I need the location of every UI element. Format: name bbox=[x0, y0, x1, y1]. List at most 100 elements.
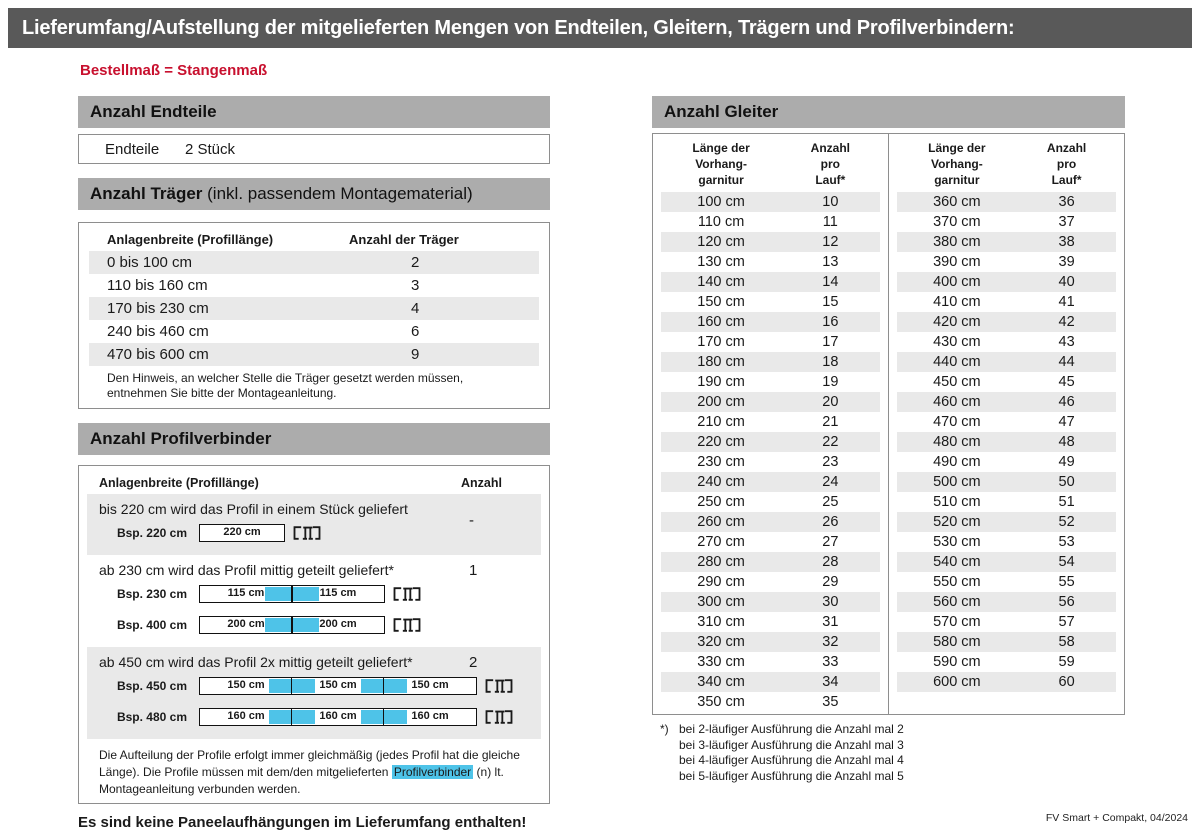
table-row: 530 cm 53 bbox=[897, 532, 1117, 552]
gleiter-count: 11 bbox=[822, 214, 838, 230]
gleiter-col2-header: Anzahl pro Lauf* bbox=[1046, 141, 1087, 187]
pv-example-label: Bsp. 230 cm bbox=[116, 587, 187, 601]
footnote-text: bei 2-läufiger Ausführung die Anzahl mal… bbox=[679, 722, 904, 736]
profile-segment-label: 115 cm bbox=[319, 587, 357, 599]
traeger-header-bold: Anzahl Träger bbox=[90, 184, 203, 203]
traeger-count: 6 bbox=[411, 323, 420, 340]
gleiter-count: 36 bbox=[1058, 194, 1075, 210]
gleiter-length: 260 cm bbox=[697, 514, 745, 530]
note-text: (n) lt. Montageanleitung verbunden werde… bbox=[99, 764, 504, 796]
gleiter-length: 210 cm bbox=[697, 414, 745, 430]
gleiter-count: 32 bbox=[822, 634, 839, 650]
gleiter-count: 53 bbox=[1058, 534, 1075, 550]
gleiter-length: 150 cm bbox=[697, 294, 745, 310]
table-row: 260 cm 26 bbox=[661, 512, 880, 532]
gleiter-count: 14 bbox=[822, 274, 839, 290]
table-row: 490 cm 49 bbox=[897, 452, 1117, 472]
pv-example-row: Bsp. 220 cm 220 cm bbox=[87, 524, 541, 542]
page-title: Lieferumfang/Aufstellung der mitgeliefer… bbox=[8, 8, 1192, 48]
profile-split-note: Die Aufteilung der Profile erfolgt immer… bbox=[99, 747, 535, 797]
gleiter-count: 26 bbox=[822, 514, 839, 530]
table-row: 570 cm 57 bbox=[897, 612, 1117, 632]
gleiter-length: 320 cm bbox=[697, 634, 745, 650]
gleiter-count: 50 bbox=[1058, 474, 1075, 490]
profile-segment-label: 160 cm bbox=[411, 710, 449, 722]
pv-example-label: Bsp. 220 cm bbox=[116, 526, 187, 540]
gleiter-count: 58 bbox=[1058, 634, 1075, 650]
highlighted-term: Profilverbinder bbox=[391, 764, 474, 779]
gleiter-count: 55 bbox=[1058, 574, 1075, 590]
traeger-section-header: Anzahl Träger (inkl. passendem Montagema… bbox=[78, 178, 550, 210]
table-row: 410 cm 41 bbox=[897, 292, 1117, 312]
gleiter-length: 340 cm bbox=[697, 674, 745, 690]
gleiter-length: 220 cm bbox=[697, 434, 745, 450]
table-row: 280 cm 28 bbox=[661, 552, 880, 572]
table-row: 440 cm 44 bbox=[896, 352, 1116, 372]
pv-example-row: Bsp. 400 cm 200 cm 200 cm bbox=[87, 616, 541, 634]
profile-segment-label: 115 cm bbox=[227, 587, 265, 599]
gleiter-count: 42 bbox=[1058, 314, 1075, 330]
table-row: 160 cm 16 bbox=[661, 312, 880, 332]
gleiter-table-right: Länge der Vorhang-garnitur Anzahl pro Lauf*… bbox=[889, 134, 1125, 714]
table-row: 210 cm 21 bbox=[661, 412, 880, 432]
gleiter-count: 29 bbox=[822, 574, 839, 590]
table-row: 540 cm 54 bbox=[896, 552, 1116, 572]
gleiter-length: 280 cm bbox=[697, 554, 745, 570]
profile-bar: 160 cm 160 cm 160 cm bbox=[199, 708, 477, 726]
gleiter-length: 460 cm bbox=[933, 394, 981, 410]
gleiter-rows-right: 360 cm 36 370 cm 37 380 cm 38 390 cm 39 400 cm 40… bbox=[896, 192, 1117, 692]
table-row: 170 bis 230 cm 4 bbox=[89, 297, 539, 320]
gleiter-length: 330 cm bbox=[697, 654, 745, 670]
gleiter-length: 360 cm bbox=[933, 194, 981, 210]
profile-joint bbox=[382, 708, 385, 726]
table-row: 150 cm 15 bbox=[661, 292, 880, 312]
gleiter-count: 37 bbox=[1058, 214, 1075, 230]
table-row: 450 cm 45 bbox=[897, 372, 1117, 392]
gleiter-count: 38 bbox=[1058, 234, 1075, 250]
gleiter-table-head: Länge der Vorhang-garnitur Anzahl pro Lauf* bbox=[661, 140, 880, 188]
traeger-note: Den Hinweis, an welcher Stelle die Träge… bbox=[107, 371, 464, 400]
table-row: 300 cm 30 bbox=[661, 592, 880, 612]
profile-endcap-icon bbox=[393, 587, 421, 601]
table-row: 120 cm 12 bbox=[661, 232, 880, 252]
traeger-table-head: Anlagenbreite (Profillänge) Anzahl der T… bbox=[89, 231, 539, 251]
gleiter-length: 530 cm bbox=[933, 534, 981, 550]
footnote-text: bei 4-läufiger Ausführung die Anzahl mal… bbox=[679, 753, 904, 767]
gleiter-count: 31 bbox=[822, 614, 839, 630]
profile-segment-label: 160 cm bbox=[227, 710, 265, 722]
gleiter-table: Länge der Vorhang-garnitur Anzahl pro Lauf*… bbox=[652, 133, 1125, 715]
gleiter-length: 290 cm bbox=[697, 574, 745, 590]
gleiter-count: 21 bbox=[822, 414, 839, 430]
gleiter-count: 24 bbox=[822, 474, 839, 490]
gleiter-count: 20 bbox=[822, 394, 839, 410]
profile-bar: 115 cm 115 cm bbox=[199, 585, 385, 603]
footnote-line: bei 4-läufiger Ausführung die Anzahl mal… bbox=[660, 753, 1125, 769]
gleiter-count: 27 bbox=[822, 534, 839, 550]
traeger-range: 170 bis 230 cm bbox=[107, 300, 209, 317]
document-footer: FV Smart + Compakt, 04/2024 bbox=[1045, 812, 1188, 824]
profile-endcap-icon bbox=[485, 710, 513, 724]
traeger-table-rows: 0 bis 100 cm 2 110 bis 160 cm 3 170 bis 230 … bbox=[89, 251, 539, 366]
traeger-col1-header: Anlagenbreite (Profillänge) bbox=[107, 232, 274, 247]
pv-rule-text: ab 450 cm wird das Profil 2x mittig gete… bbox=[99, 654, 413, 670]
gleiter-col1-header: Länge der Vorhang-garnitur bbox=[692, 141, 750, 187]
footnote-marker bbox=[660, 769, 679, 785]
profile-joint bbox=[290, 708, 293, 726]
gleiter-length: 380 cm bbox=[933, 234, 981, 250]
gleiter-length: 450 cm bbox=[933, 374, 981, 390]
profile-segment-label: 160 cm bbox=[319, 710, 357, 722]
gleiter-count: 33 bbox=[822, 654, 839, 670]
pv-rule-text: ab 230 cm wird das Profil mittig geteilt… bbox=[99, 562, 394, 578]
gleiter-col2-header: Anzahl pro Lauf* bbox=[810, 141, 850, 187]
table-row: 320 cm 32 bbox=[661, 632, 880, 652]
table-row: 390 cm 39 bbox=[897, 252, 1117, 272]
table-row: 580 cm 58 bbox=[896, 632, 1116, 652]
gleiter-length: 500 cm bbox=[933, 474, 981, 490]
gleiter-section-header: Anzahl Gleiter bbox=[652, 96, 1125, 128]
gleiter-count: 19 bbox=[822, 374, 839, 390]
table-row: 180 cm 18 bbox=[661, 352, 880, 372]
table-row: 500 cm 50 bbox=[896, 472, 1116, 492]
pv-count-value: - bbox=[469, 512, 474, 529]
gleiter-length: 430 cm bbox=[933, 334, 981, 350]
table-row: 110 cm 11 bbox=[661, 212, 880, 232]
